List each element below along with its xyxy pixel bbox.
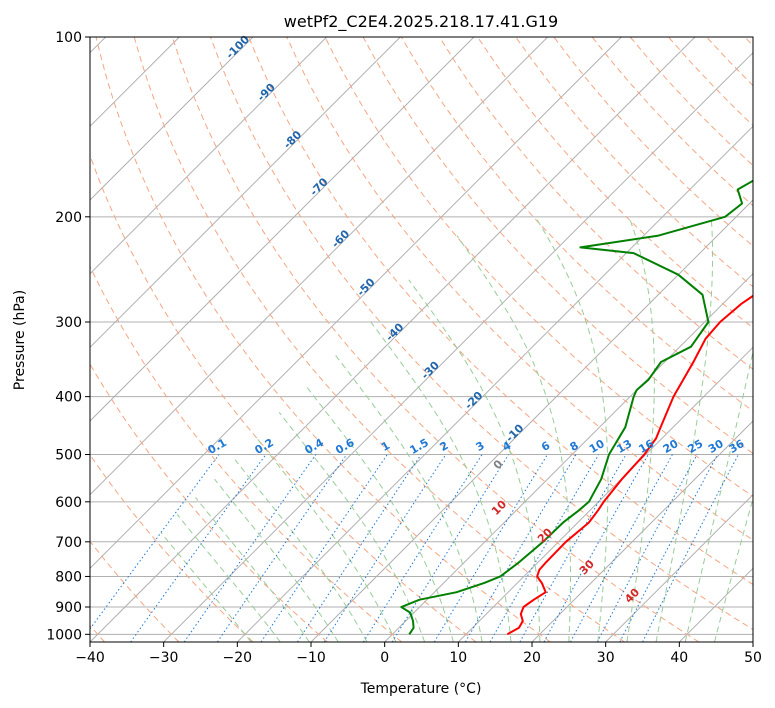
isotherm-line [90, 37, 254, 201]
moist-adiabat [278, 412, 426, 642]
y-tick-label: 700 [55, 535, 82, 551]
mixing-ratio-line [260, 454, 388, 642]
x-axis-label: Temperature (°C) [360, 681, 482, 697]
mixing-ratio-line [216, 454, 348, 642]
dry-adiabat [515, 37, 753, 288]
isotherm-line [605, 493, 753, 642]
moist-adiabat [214, 478, 339, 642]
y-tick-label: 900 [55, 600, 82, 616]
isotherm-line [236, 125, 753, 642]
dry-adiabat [286, 37, 753, 541]
isotherm-lines [90, 37, 753, 642]
dry-adiabat [210, 37, 753, 631]
isotherm-line [90, 37, 696, 642]
isotherm-line [384, 272, 753, 642]
dewpoint-profile-line [400, 179, 753, 635]
y-tick-label: 1000 [46, 627, 82, 643]
dry-adiabat [90, 265, 403, 642]
x-tick-label: −10 [296, 650, 326, 666]
mixing-ratio-line [596, 454, 698, 642]
isotherm-line [90, 37, 328, 275]
y-tick-label: 400 [55, 390, 82, 406]
x-tick-label: 40 [670, 650, 688, 666]
dry-adiabat [248, 37, 753, 586]
y-tick-label: 600 [55, 495, 82, 511]
y-tick-label: 500 [55, 448, 82, 464]
dry-adiabat [90, 153, 477, 642]
moist-adiabat [626, 216, 656, 642]
moist-adiabat [234, 459, 368, 642]
dry-adiabat [324, 37, 753, 498]
isotherm-line [90, 37, 549, 496]
isotherm-line [531, 420, 753, 642]
isotherm-line [90, 37, 475, 422]
mixing-ratio-line [519, 454, 627, 642]
x-tick-label: −40 [75, 650, 105, 666]
dry-adiabat [90, 453, 254, 642]
plot-area [90, 37, 753, 642]
y-axis-label: Pressure (hPa) [12, 290, 28, 390]
x-tick-label: 0 [380, 650, 389, 666]
y-tick-label: 300 [55, 315, 82, 331]
moist-adiabat [534, 216, 609, 642]
moist-adiabat [456, 235, 571, 642]
moist-adiabat [254, 435, 397, 642]
moist-adiabat [408, 279, 541, 642]
isotherm-line [90, 37, 622, 570]
moist-adiabat [195, 497, 310, 642]
isobar-gridlines [90, 37, 753, 635]
mixing-ratio-line [464, 454, 577, 642]
dry-adiabat-lines [90, 37, 753, 642]
x-tick-label: 30 [597, 650, 615, 666]
dry-adiabat [171, 37, 700, 642]
x-axis-ticks: −40 −30 −20 −10 0 10 20 30 40 50 [75, 642, 762, 666]
dry-adiabat [477, 37, 753, 329]
isotherm-line [310, 199, 753, 642]
moist-adiabat [655, 216, 713, 642]
moist-adiabat [176, 514, 281, 642]
dry-adiabat [95, 37, 551, 642]
dry-adiabat [438, 37, 753, 370]
isotherm-line [90, 37, 401, 349]
mixing-ratio-line [433, 454, 548, 642]
profile-series [400, 179, 753, 636]
y-axis-ticks: 100 200 300 400 500 600 700 800 900 1000 [46, 30, 90, 643]
moist-adiabat [370, 321, 512, 642]
y-tick-label: 800 [55, 569, 82, 585]
mixing-ratio-line [130, 454, 267, 642]
moist-adiabat [334, 354, 483, 642]
dry-adiabat [133, 37, 625, 642]
isotherm-line [457, 346, 753, 642]
y-tick-label: 200 [55, 210, 82, 226]
dry-adiabat [90, 363, 328, 642]
temperature-profile-line [506, 294, 753, 636]
x-tick-label: 50 [744, 650, 762, 666]
mixing-ratio-line [569, 454, 673, 642]
mixing-ratio-line [183, 454, 317, 642]
x-tick-label: −30 [149, 650, 179, 666]
mixing-ratio-line [489, 454, 600, 642]
x-tick-label: 20 [523, 650, 541, 666]
mixing-ratio-line [90, 454, 220, 630]
mixing-ratio-line [323, 454, 447, 642]
moist-adiabat-lines [160, 216, 753, 642]
plot-frame [89, 36, 754, 643]
mixing-ratio-line [297, 454, 422, 642]
chart-title: wetPf2_C2E4.2025.218.17.41.G19 [284, 12, 558, 32]
mixing-ratio-lines [90, 454, 739, 642]
x-tick-label: −20 [223, 650, 253, 666]
moist-adiabat [306, 386, 454, 642]
moist-adiabat [160, 532, 252, 642]
dry-adiabat [400, 37, 753, 412]
x-tick-label: 10 [449, 650, 467, 666]
y-tick-label: 100 [55, 30, 82, 46]
dry-adiabat [362, 37, 753, 455]
